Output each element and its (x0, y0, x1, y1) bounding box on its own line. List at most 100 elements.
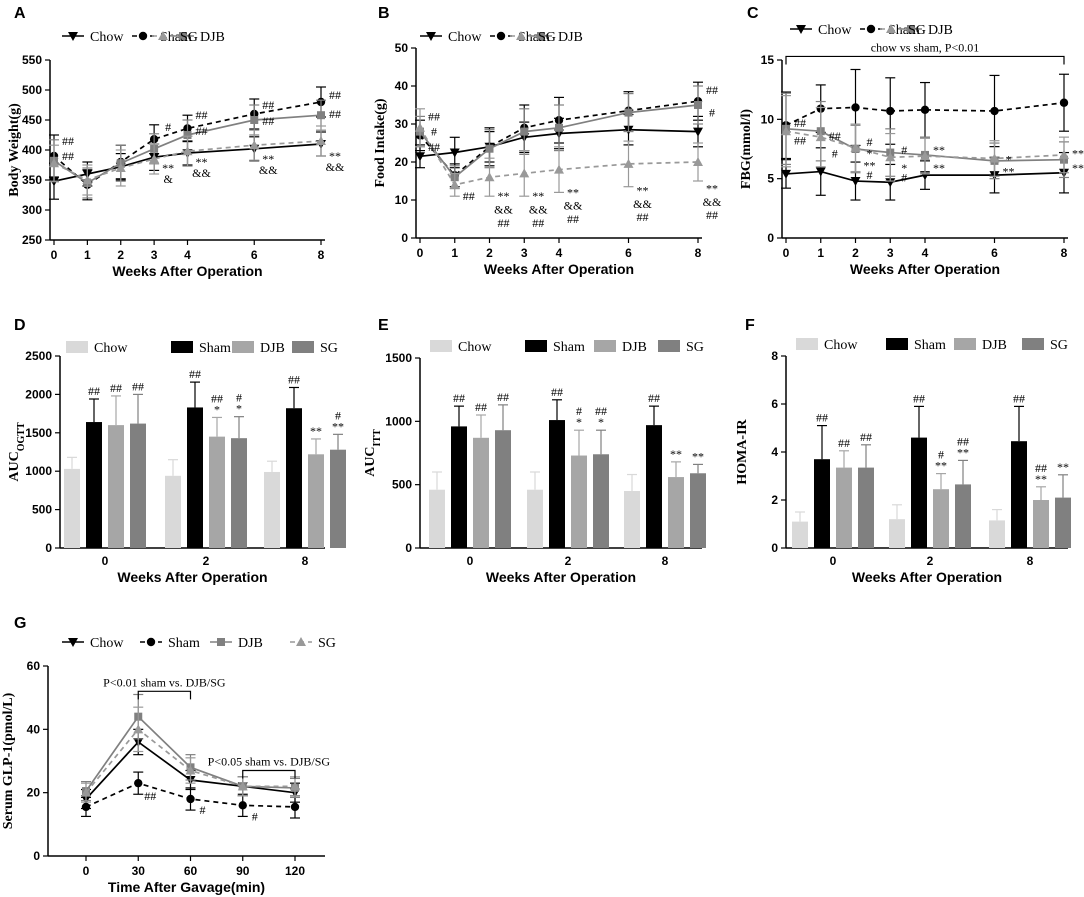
x-tick-label: 30 (132, 864, 146, 878)
significance-mark: && (192, 166, 211, 180)
data-point-sg (185, 765, 196, 775)
significance-mark: ** (498, 189, 510, 203)
x-tick-label: 3 (151, 248, 158, 262)
legend-label-sham: Sham (914, 338, 946, 353)
legend-label-chow: Chow (94, 341, 128, 356)
x-axis-title: Weeks After Operation (486, 569, 636, 585)
significance-mark: & (163, 172, 173, 186)
x-tick-label: 8 (318, 248, 325, 262)
panel-letter-d: D (14, 317, 26, 334)
panel-a: A 250 300 350 400 450 500 550 Body Weight(g) Week… (7, 5, 345, 279)
significance-mark: ** (1072, 161, 1084, 175)
data-point-djb (694, 101, 702, 109)
significance-mark: # (901, 143, 907, 157)
y-tick-label: 550 (22, 53, 42, 67)
data-point-chow (850, 177, 861, 187)
y-tick-label: 0 (771, 541, 778, 555)
significance-mark: && (703, 195, 722, 209)
significance-mark: ** (957, 445, 969, 459)
significance-mark: * (598, 415, 604, 429)
y-tick-label: 0 (45, 541, 52, 555)
significance-mark: ** (637, 184, 649, 198)
significance-mark: ## (706, 83, 718, 97)
legend-marker-chow (68, 638, 78, 647)
significance-mark: ## (110, 381, 122, 395)
significance-mark: # (867, 135, 873, 149)
series-chow (64, 456, 280, 548)
bar-djb (209, 436, 225, 548)
bar-chow (264, 471, 280, 548)
data-point-sg (182, 146, 193, 156)
bracket (785, 55, 1065, 65)
bar-djb (933, 489, 949, 548)
series-chow (792, 504, 1005, 548)
data-point-sg (415, 122, 425, 132)
significance-mark: ## (1035, 461, 1047, 475)
bracket-label: P<0.01 sham vs. DJB/SG (103, 675, 226, 689)
x-tick-label: 8 (662, 554, 669, 568)
bracket-label: chow vs sham, P<0.01 (871, 40, 979, 54)
series-sg (495, 404, 706, 548)
y-axis-title: Body Weight(g) (7, 103, 22, 197)
bracket (242, 769, 296, 779)
x-tick-label: 1 (451, 246, 458, 260)
x-tick-label: 0 (51, 248, 58, 262)
bar-chow (165, 475, 181, 548)
y-tick-label: 300 (22, 203, 42, 217)
series-djb (836, 450, 1049, 548)
legend-marker-djb (217, 638, 225, 646)
data-point-sg (623, 158, 634, 168)
x-tick-label: 3 (887, 246, 894, 260)
legend-label-sg: SG (686, 340, 704, 355)
legend-swatch-sg (658, 340, 680, 352)
bar-chow (792, 521, 808, 548)
significance-mark: ## (453, 391, 465, 405)
significance-mark: ## (860, 430, 872, 444)
x-tick-label: 1 (84, 248, 91, 262)
panel-letter-f: F (745, 317, 755, 334)
y-tick-label: 1500 (385, 351, 412, 365)
significance-mark: ## (132, 379, 144, 393)
data-point-sg (449, 179, 460, 189)
significance-mark: # (709, 106, 715, 120)
x-tick-label: 3 (521, 246, 528, 260)
bar-chow (527, 489, 543, 548)
x-tick-label: 0 (83, 864, 90, 878)
x-axis-title: Weeks After Operation (852, 569, 1002, 585)
data-point-sg (316, 136, 326, 145)
panel-c: C 0 5 10 15 FBG(mmol/l) Weeks After Operation 0… (739, 5, 1084, 277)
legend-label-chow: Chow (90, 30, 124, 45)
significance-mark: # (431, 125, 437, 139)
bracket-label: P<0.05 sham vs. DJB/SG (208, 755, 331, 769)
y-tick-label: 0 (405, 541, 412, 555)
data-point-djb (485, 144, 494, 153)
panel-e: E 0 500 1000 1500 AUCITT Weeks After Operation… (363, 317, 706, 585)
legend-label-djb: DJB (928, 23, 953, 38)
significance-mark: ** (532, 189, 544, 203)
bar-chow (429, 489, 445, 548)
data-point-sg (920, 151, 930, 161)
data-point-sg (290, 781, 300, 791)
bar-sg (130, 423, 146, 548)
significance-mark: ## (211, 391, 223, 405)
significance-mark: ** (692, 449, 704, 463)
bar-djb (1033, 500, 1049, 548)
legend-marker-chow (796, 25, 806, 34)
legend-label-djb: DJB (238, 636, 263, 651)
x-tick-label: 0 (102, 554, 109, 568)
legend-label-chow: Chow (90, 636, 124, 651)
bar-sg (955, 484, 971, 548)
significance-mark: # (252, 809, 258, 823)
x-tick-label: 2 (565, 554, 572, 568)
significance-mark: ## (829, 129, 841, 143)
data-point-sg (249, 140, 260, 150)
data-point-sg (133, 724, 144, 734)
significance-mark: && (529, 203, 548, 217)
legend-swatch-sham (525, 340, 547, 352)
data-point-sg (49, 158, 59, 168)
x-tick-label: 8 (302, 554, 309, 568)
significance-mark: ## (648, 391, 660, 405)
data-point-sham (990, 106, 999, 116)
bar-chow (989, 520, 1005, 548)
bar-sham (814, 459, 830, 548)
